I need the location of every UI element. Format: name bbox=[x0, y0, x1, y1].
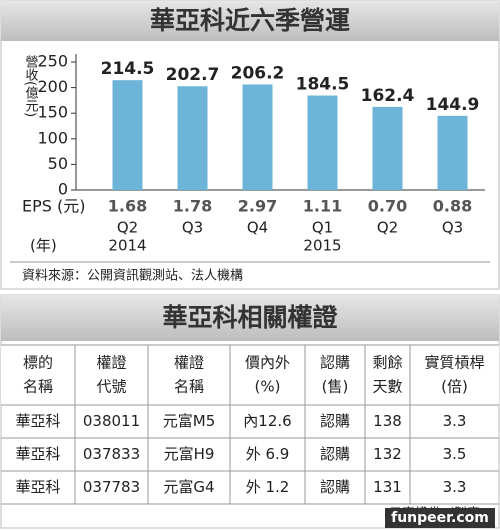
bar bbox=[307, 95, 338, 190]
header-cell: (售) bbox=[322, 378, 349, 396]
bar bbox=[437, 115, 468, 190]
table-cell: 131 bbox=[373, 478, 402, 496]
value-label: 144.9 bbox=[426, 95, 480, 115]
x-tick-label: Q2 bbox=[117, 219, 138, 237]
source: 資料來源：公開資訊觀測站、法人機構 bbox=[22, 269, 243, 284]
table-cell: 3.3 bbox=[443, 478, 467, 496]
value-label: 214.5 bbox=[101, 59, 155, 79]
x-tick-label: Q1 bbox=[312, 219, 333, 237]
x-tick-label: Q3 bbox=[182, 219, 203, 237]
table-cell: 內12.6 bbox=[243, 412, 291, 430]
y-tick-label: 150 bbox=[37, 103, 68, 122]
eps-value: 1.68 bbox=[108, 197, 147, 216]
header-cell: 權證 bbox=[174, 354, 204, 372]
table-title: 華亞科相關權證 bbox=[162, 303, 338, 332]
table-cell: 元富M5 bbox=[163, 412, 216, 430]
value-label: 162.4 bbox=[361, 86, 415, 106]
table-cell: 華亞科 bbox=[15, 412, 60, 430]
table-cell: 3.3 bbox=[443, 412, 467, 430]
table-cell: 華亞科 bbox=[15, 445, 60, 463]
table-cell: 認購 bbox=[320, 478, 350, 496]
y-tick-label: 250 bbox=[37, 52, 68, 71]
x-tick-label: Q4 bbox=[247, 219, 268, 237]
table-cell: 外 6.9 bbox=[246, 445, 290, 463]
table-cell: 3.5 bbox=[443, 445, 467, 463]
header-cell: 實質槓桿 bbox=[424, 354, 484, 372]
table-header-bg bbox=[1, 345, 499, 405]
chart-title: 華亞科近六季營運 bbox=[150, 6, 350, 35]
bar bbox=[112, 80, 143, 190]
table-cell: 華亞科 bbox=[15, 478, 60, 496]
header-cell: (%) bbox=[255, 378, 281, 396]
table-title-bar bbox=[1, 295, 499, 341]
header-cell: (倍) bbox=[441, 378, 468, 396]
y-axis-label: 營收(億元) bbox=[23, 55, 39, 117]
chart-title-bar bbox=[1, 1, 499, 41]
x-tick-label: Q2 bbox=[377, 219, 398, 237]
y-tick-label: 50 bbox=[48, 154, 68, 173]
header-cell: 價內外 bbox=[245, 354, 290, 372]
watermark: funpeer.com bbox=[391, 510, 489, 526]
value-label: 206.2 bbox=[231, 63, 285, 83]
table-cell: 037833 bbox=[83, 445, 140, 463]
header-cell: 名稱 bbox=[23, 378, 53, 396]
header-cell: 標的 bbox=[23, 354, 53, 372]
table-cell: 元富G4 bbox=[163, 478, 214, 496]
table-cell: 認購 bbox=[320, 412, 350, 430]
eps-value: 1.11 bbox=[303, 197, 342, 216]
table-cell: 認購 bbox=[320, 445, 350, 463]
bar bbox=[242, 84, 273, 190]
header-cell: 天數 bbox=[372, 378, 402, 396]
x-axis-label: (年) bbox=[30, 237, 57, 255]
table-cell: 037783 bbox=[83, 478, 140, 496]
eps-value: 1.78 bbox=[173, 197, 212, 216]
table-cell: 132 bbox=[373, 445, 402, 463]
header-cell: 名稱 bbox=[174, 378, 204, 396]
eps-value: 0.88 bbox=[433, 197, 472, 216]
x-sub-label: 2014 bbox=[108, 237, 146, 255]
value-label: 184.5 bbox=[296, 75, 350, 95]
table-cell: 038011 bbox=[83, 412, 140, 430]
y-tick-label: 0 bbox=[58, 180, 68, 199]
x-tick-label: Q3 bbox=[442, 219, 463, 237]
y-tick-label: 100 bbox=[37, 128, 68, 147]
eps-label: EPS (元) bbox=[22, 197, 86, 216]
x-sub-label: 2015 bbox=[303, 237, 341, 255]
bar bbox=[372, 106, 403, 190]
table-cell: 138 bbox=[373, 412, 402, 430]
bar bbox=[177, 86, 208, 190]
value-label: 202.7 bbox=[166, 65, 220, 85]
header-cell: 權證 bbox=[96, 354, 126, 372]
y-tick-label: 200 bbox=[37, 77, 68, 96]
header-cell: 認購 bbox=[320, 354, 350, 372]
eps-value: 0.70 bbox=[368, 197, 407, 216]
table-cell: 外 1.2 bbox=[246, 478, 290, 496]
watermark-bg bbox=[385, 508, 495, 528]
header-cell: 剩餘 bbox=[372, 354, 402, 372]
eps-value: 2.97 bbox=[238, 197, 277, 216]
table-cell: 元富H9 bbox=[164, 445, 215, 463]
header-cell: 代號 bbox=[96, 378, 126, 396]
